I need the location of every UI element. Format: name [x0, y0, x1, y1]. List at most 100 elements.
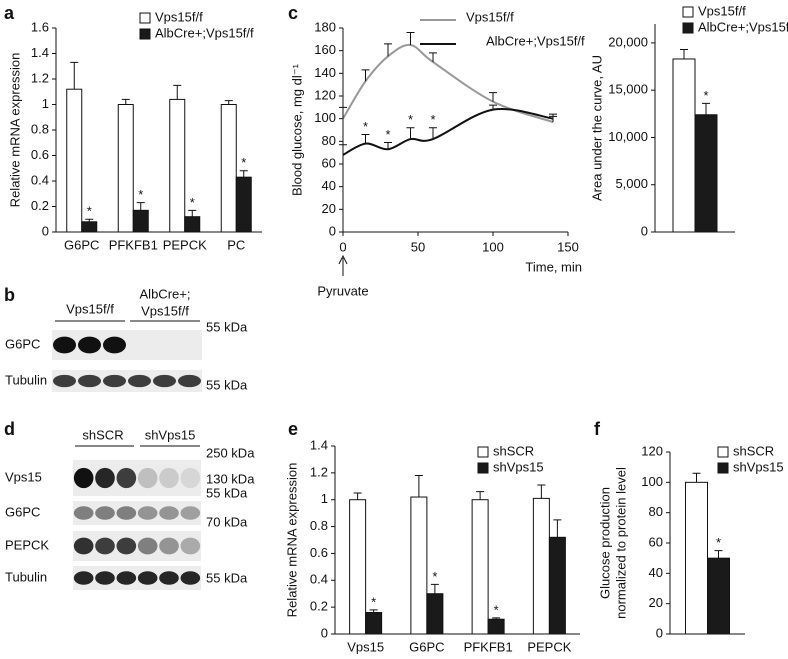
blot-group: AlbCre+;: [140, 286, 191, 301]
kda-marker: 130 kDa: [206, 471, 255, 486]
legend-label: AlbCre+;Vps15f/f: [155, 25, 254, 40]
bar: [169, 98, 186, 233]
annotation: Pyruvate: [317, 283, 368, 298]
x-axis-label: Time, min: [525, 259, 582, 274]
significance-mark: *: [385, 127, 390, 142]
significance-mark: *: [408, 112, 413, 127]
x-tick-label: PEPCK: [527, 639, 571, 654]
error-bar: [489, 92, 497, 102]
blot-band: [78, 336, 101, 354]
bar: [694, 114, 718, 233]
blot-strip: [73, 566, 201, 590]
y-tick-label: 15,000: [608, 82, 648, 97]
y-tick-label: 20: [649, 595, 663, 610]
blot-band: [73, 571, 94, 585]
y-tick-label: 1.4: [310, 437, 328, 452]
error-bar: [121, 98, 130, 105]
error-bar: [429, 127, 437, 140]
significance-mark: *: [138, 187, 143, 202]
significance-mark: *: [430, 112, 435, 127]
blot-band: [137, 537, 158, 555]
blot-row-label: Tubulin: [5, 372, 47, 387]
y-tick-label: 0: [656, 625, 663, 640]
legend-swatch: [717, 462, 729, 474]
legend-label: AlbCre+;Vps15f/f: [486, 33, 585, 48]
error-bar: [70, 61, 79, 90]
x-tick-label: 50: [411, 239, 425, 254]
blot-row-label: G6PC: [5, 504, 40, 519]
panel-letter: c: [288, 3, 298, 23]
annotation-arrow: [338, 254, 348, 276]
y-tick-label: 1.6: [31, 19, 49, 34]
blot-band: [78, 374, 101, 388]
blot-group: shSCR: [82, 427, 123, 442]
significance-mark: *: [363, 119, 368, 134]
panel-letter: f: [594, 419, 601, 439]
y-tick-label: 140: [314, 65, 336, 80]
legend-label: Vps15f/f: [155, 9, 203, 24]
legend-label: shSCR: [733, 443, 774, 458]
y-tick-label: 10,000: [608, 129, 648, 144]
error-bar: [173, 84, 182, 100]
blot-band: [159, 537, 179, 555]
legend-swatch: [477, 446, 489, 458]
y-tick-label: 60: [649, 534, 663, 549]
blot-band: [159, 467, 179, 489]
kda-marker: 55 kDa: [206, 377, 248, 392]
y-tick-label: 0: [42, 223, 49, 238]
x-tick-label: PC: [227, 237, 245, 252]
error-bar: [692, 472, 701, 483]
blot-band: [180, 571, 201, 585]
blot-band: [116, 506, 137, 520]
y-axis-label: Relative mRNA expression: [7, 53, 22, 208]
significance-mark: *: [190, 195, 195, 210]
blot-group: shVps15: [145, 427, 196, 442]
y-tick-label: 0.2: [310, 599, 328, 614]
y-tick-label: 120: [641, 443, 663, 458]
error-bar: [406, 127, 415, 140]
blot-band: [128, 374, 151, 388]
error-bar: [406, 32, 415, 45]
y-tick-label: 120: [314, 87, 336, 102]
y-tick-label: 40: [322, 178, 336, 193]
y-axis-label: Blood glucose, mg dl⁻¹: [289, 63, 304, 196]
y-tick-label: 0.6: [31, 147, 49, 162]
error-bar: [414, 475, 423, 498]
legend-swatch: [477, 462, 489, 474]
bar: [81, 221, 98, 233]
panel-letter: d: [4, 419, 15, 439]
y-axis-label: Glucose production: [597, 487, 612, 599]
y-tick-label: 1.2: [31, 70, 49, 85]
y-tick-label: 100: [641, 474, 663, 489]
blot-strip: [52, 330, 202, 360]
blot-band: [180, 506, 201, 520]
y-tick-label: 1.2: [310, 464, 328, 479]
error-bar: [361, 69, 370, 82]
blot-band: [116, 467, 137, 489]
y-tick-label: 100: [314, 110, 336, 125]
blot-group: Vps15f/f: [141, 303, 189, 318]
legend-label: AlbCre+;Vps15f/f: [698, 19, 788, 34]
x-tick-label: Vps15: [347, 639, 384, 654]
legend-label: Vps15f/f: [466, 9, 514, 24]
blot-group: Vps15f/f: [66, 301, 114, 316]
y-tick-label: 5,000: [615, 176, 648, 191]
blot-band: [153, 374, 176, 388]
legend-swatch: [717, 446, 729, 458]
bar: [426, 593, 444, 635]
error-bar: [680, 49, 688, 59]
bar: [184, 216, 201, 233]
legend-label: Vps15f/f: [698, 3, 746, 18]
error-bar: [384, 141, 392, 150]
y-tick-label: 0.6: [310, 545, 328, 560]
blot-band: [116, 571, 137, 585]
blot-band: [95, 571, 115, 585]
error-bar: [239, 170, 248, 178]
error-bar: [714, 550, 723, 559]
error-bar: [549, 113, 557, 119]
panel-letter: a: [4, 3, 15, 23]
error-bar: [353, 492, 362, 500]
significance-mark: *: [241, 155, 246, 170]
kda-marker: 55 kDa: [206, 570, 248, 585]
legend-label: shVps15: [733, 459, 784, 474]
